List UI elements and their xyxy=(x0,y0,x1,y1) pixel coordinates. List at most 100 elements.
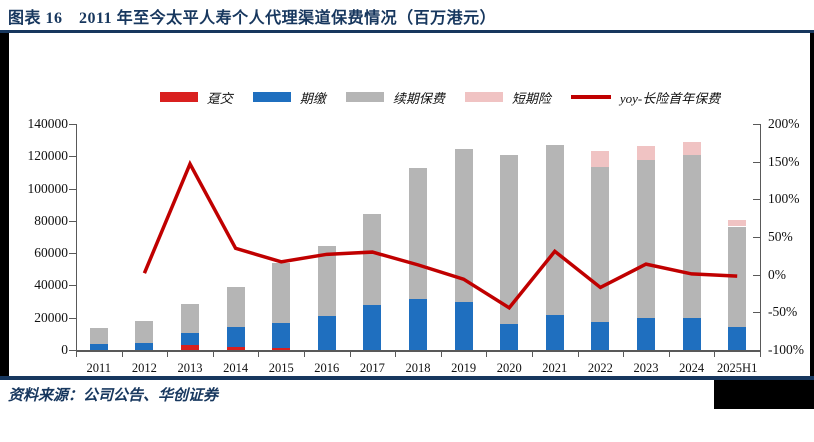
bar-segment-期缴 xyxy=(728,327,747,350)
x-axis-tick xyxy=(395,350,397,357)
x-axis-tick xyxy=(212,350,214,357)
x-axis-label: 2017 xyxy=(359,361,385,375)
x-axis-label: 2015 xyxy=(268,361,294,375)
legend-item-yoy-长险首年保费: yoy-长险首年保费 xyxy=(570,88,721,107)
title-divider xyxy=(0,30,814,33)
bar-segment-期缴 xyxy=(89,343,108,350)
y-axis-tick xyxy=(69,317,76,319)
bar-segment-趸交 xyxy=(226,347,245,350)
x-axis-label: 2025H1 xyxy=(717,361,758,375)
right-axis-label: -50% xyxy=(768,304,798,320)
bar-segment-期缴 xyxy=(409,299,427,350)
bottom-divider xyxy=(0,376,814,380)
bar-segment-续期保费 xyxy=(272,262,291,323)
bar-segment-续期保费 xyxy=(454,148,473,302)
bar-segment-续期保费 xyxy=(317,245,336,316)
bar-segment-期缴 xyxy=(591,321,610,350)
right-page-edge xyxy=(810,33,814,376)
bar-segment-续期保费 xyxy=(637,160,655,318)
x-axis-tick xyxy=(121,350,123,357)
bar-segment-续期保费 xyxy=(545,145,564,316)
bar-segment-期缴 xyxy=(317,315,336,350)
y-axis-label: 140000 xyxy=(27,116,69,131)
bar-segment-期缴 xyxy=(181,332,199,346)
right-axis-tick xyxy=(753,312,760,314)
source-text: 资料来源：公司公告、华创证券 xyxy=(8,388,219,404)
right-axis-tick xyxy=(753,161,760,163)
y-axis-label: 20000 xyxy=(34,309,68,325)
legend-label: 短期险 xyxy=(511,90,551,106)
legend-label: 期缴 xyxy=(299,90,326,106)
legend-color-swatch xyxy=(464,92,503,102)
right-axis-label: -100% xyxy=(768,342,804,357)
legend-label: 续期保费 xyxy=(392,90,445,106)
bar-segment-续期保费 xyxy=(181,303,199,333)
figure-title-bar: 图表 16 2011 年至今太平人寿个人代理渠道保费情况（百万港元） xyxy=(0,0,814,30)
bar-segment-续期保费 xyxy=(591,167,610,322)
left-page-edge xyxy=(0,33,9,376)
bar-segment-期缴 xyxy=(363,304,382,350)
y-axis-label: 100000 xyxy=(27,180,69,196)
bar-segment-续期保费 xyxy=(226,287,245,327)
right-axis-label: 0% xyxy=(768,266,786,282)
right-axis-label: 150% xyxy=(768,153,800,169)
bar-segment-期缴 xyxy=(272,322,291,349)
x-axis xyxy=(76,350,761,352)
x-axis-label: 2011 xyxy=(86,361,112,375)
bar-segment-短期险 xyxy=(682,141,701,156)
right-axis-tick xyxy=(753,124,760,125)
y-axis-tick xyxy=(69,285,76,287)
right-axis-tick xyxy=(753,237,760,238)
x-axis-label: 2021 xyxy=(542,361,568,375)
x-axis-label: 2023 xyxy=(633,361,659,375)
y-axis-tick xyxy=(69,253,76,255)
chart-area: 趸交 期缴 续期保费 短期险 yoy-长险首年保费 0 20000 40000 60000 80… xyxy=(0,33,814,376)
report-figure: 图表 16 2011 年至今太平人寿个人代理渠道保费情况（百万港元） 趸交 期缴 续… xyxy=(0,0,814,409)
right-axis-label: 50% xyxy=(768,229,793,244)
x-axis-label: 2020 xyxy=(496,361,522,375)
y-axis-label: 120000 xyxy=(27,148,69,164)
right-axis-tick xyxy=(753,199,760,201)
legend-label: 趸交 xyxy=(206,90,233,106)
x-axis-tick xyxy=(760,350,761,357)
bottom-right-page-corner xyxy=(714,380,814,409)
y-axis-tick xyxy=(69,220,76,222)
x-axis-label: 2013 xyxy=(177,361,203,375)
y-axis-label: 60000 xyxy=(34,245,68,261)
x-axis-tick xyxy=(668,350,670,357)
x-axis-label: 2019 xyxy=(451,361,477,375)
bar-segment-续期保费 xyxy=(682,155,701,318)
y-axis-label: 80000 xyxy=(34,212,68,228)
right-axis-tick xyxy=(753,350,760,351)
legend-item-续期保费: 续期保费 xyxy=(345,88,445,107)
right-axis-label: 200% xyxy=(768,116,800,131)
x-axis-label: 2018 xyxy=(405,361,431,375)
bar-segment-期缴 xyxy=(637,317,655,350)
x-axis-tick xyxy=(532,350,533,357)
y-axis-tick xyxy=(69,350,76,351)
bar-segment-期缴 xyxy=(545,315,564,350)
legend-label: yoy-长险首年保费 xyxy=(619,90,721,106)
bar-segment-期缴 xyxy=(682,317,701,350)
y-axis-right xyxy=(760,124,761,350)
x-axis-label: 2014 xyxy=(223,361,249,375)
chart-legend: 趸交 期缴 续期保费 短期险 yoy-长险首年保费 xyxy=(140,86,740,108)
bar-segment-期缴 xyxy=(454,301,473,350)
bar-segment-期缴 xyxy=(135,343,154,350)
bar-segment-短期险 xyxy=(728,219,747,227)
x-axis-tick xyxy=(486,350,488,357)
legend-color-swatch xyxy=(345,92,384,102)
bar-segment-短期险 xyxy=(591,151,610,168)
bar-segment-续期保费 xyxy=(89,327,108,344)
y-axis-label: 0 xyxy=(61,342,68,357)
y-axis-tick xyxy=(69,156,76,158)
x-axis-label: 2022 xyxy=(587,361,613,375)
x-axis-tick xyxy=(623,350,625,357)
x-axis-tick xyxy=(258,350,260,357)
y-axis-tick xyxy=(69,124,76,125)
legend-color-swatch xyxy=(252,92,291,102)
legend-item-短期险: 短期险 xyxy=(464,88,551,107)
x-axis-label: 2012 xyxy=(131,361,157,375)
bar-segment-短期险 xyxy=(637,146,655,161)
legend-item-趸交: 趸交 xyxy=(159,88,233,107)
